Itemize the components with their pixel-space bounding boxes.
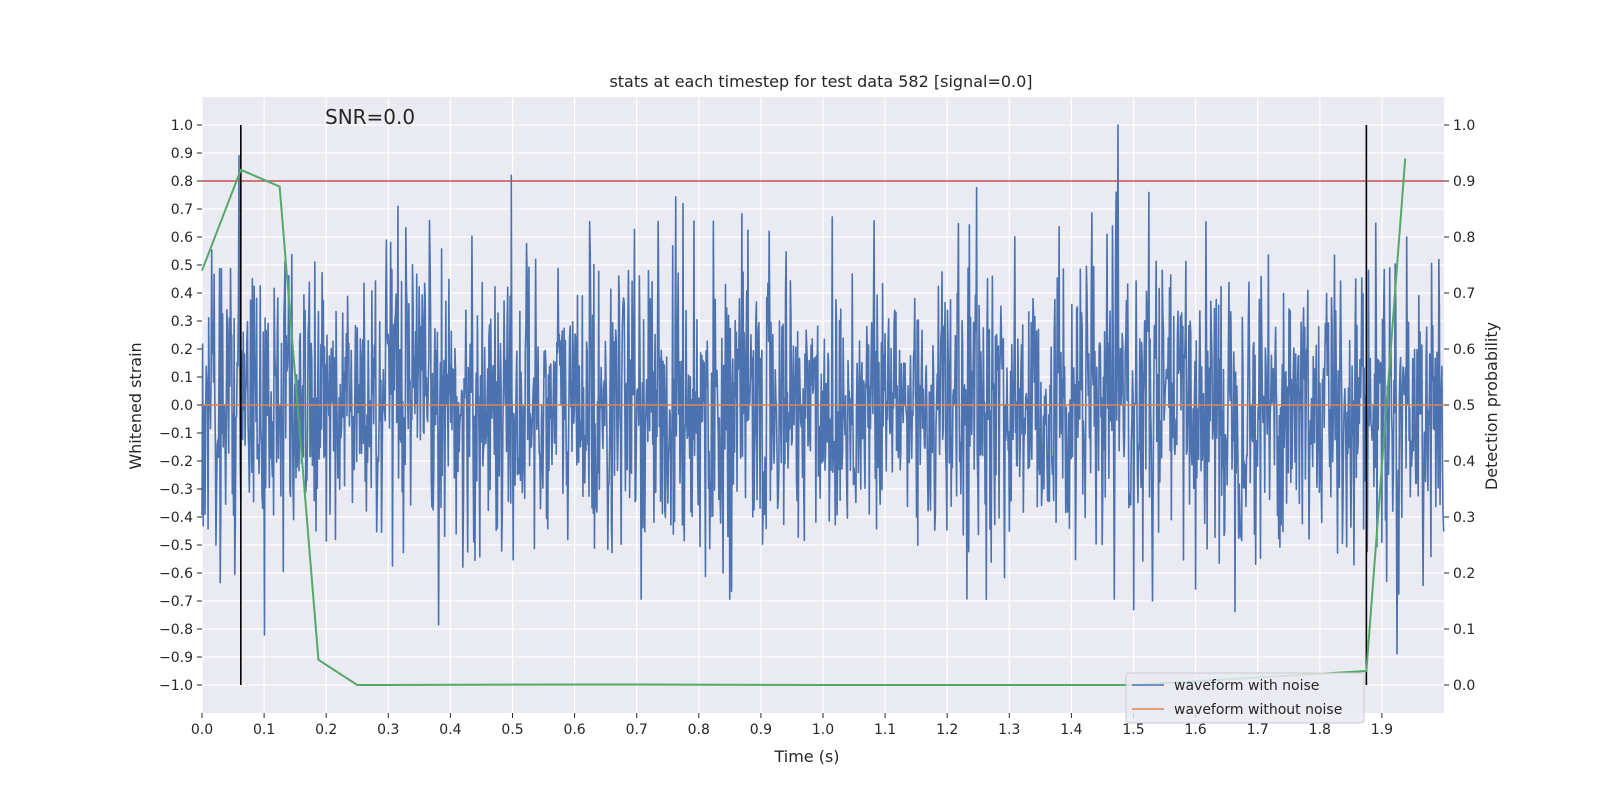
y2-tick-label: 0.5 — [1453, 398, 1475, 414]
y-tick-label: −0.6 — [159, 566, 193, 582]
y-tick-label: 0.7 — [171, 202, 193, 218]
x-tick-label: 1.5 — [1122, 722, 1144, 738]
x-tick-label: 0.5 — [501, 722, 523, 738]
y-tick-label: −0.5 — [159, 538, 193, 554]
y2-tick-label: 0.4 — [1453, 454, 1475, 470]
x-tick-label: 1.2 — [936, 722, 958, 738]
y-tick-label: −1.0 — [159, 678, 193, 694]
y2-tick-label: 0.9 — [1453, 174, 1475, 190]
x-tick-label: 1.3 — [998, 722, 1020, 738]
y-tick-label: 0.3 — [171, 314, 193, 330]
x-tick-label: 1.6 — [1184, 722, 1206, 738]
x-tick-label: 1.9 — [1371, 722, 1393, 738]
y-tick-label: 0.1 — [171, 370, 193, 386]
y-tick-label: −0.9 — [159, 650, 193, 666]
y-axis-label: Whitened strain — [126, 342, 145, 469]
x-tick-label: 0.6 — [563, 722, 585, 738]
y-tick-label: 0.0 — [171, 398, 193, 414]
y2-tick-label: 0.6 — [1453, 342, 1475, 358]
snr-annotation: SNR=0.0 — [325, 105, 415, 129]
legend-label-waveform-with-noise: waveform with noise — [1174, 678, 1319, 694]
chart-title: stats at each timestep for test data 582… — [609, 72, 1032, 91]
y2-tick-label: 1.0 — [1453, 118, 1475, 134]
y-tick-label: −0.3 — [159, 482, 193, 498]
y2-tick-label: 0.0 — [1453, 678, 1475, 694]
x-axis-label: Time (s) — [773, 747, 839, 766]
y-tick-label: 0.5 — [171, 258, 193, 274]
y-tick-label: −0.7 — [159, 594, 193, 610]
x-axis-ticks: 0.0 0.1 0.2 0.3 0.4 0.5 0.6 0.7 0.8 0.9 1.0 1.1 1.2 1… — [191, 713, 1393, 738]
y-axis-ticks: 1.0 0.9 0.8 0.7 0.6 0.5 0.4 0.3 0.2 0.1 0.0 −0.1 −0.… — [159, 118, 202, 694]
x-tick-label: 0.8 — [688, 722, 710, 738]
legend: waveform with noise waveform without noi… — [1125, 672, 1365, 724]
y2-tick-label: 0.3 — [1453, 510, 1475, 526]
x-tick-label: 0.2 — [315, 722, 337, 738]
y-tick-label: 1.0 — [171, 118, 193, 134]
y-tick-label: 0.2 — [171, 342, 193, 358]
y-tick-label: 0.8 — [171, 174, 193, 190]
x-tick-label: 0.3 — [377, 722, 399, 738]
series-waveform-with-noise — [201, 124, 1445, 655]
y-tick-label: −0.1 — [159, 426, 193, 442]
legend-label-waveform-without-noise: waveform without noise — [1174, 702, 1342, 718]
x-tick-label: 1.1 — [874, 722, 896, 738]
x-tick-label: 1.4 — [1060, 722, 1082, 738]
x-tick-label: 0.9 — [750, 722, 772, 738]
x-tick-label: 1.0 — [812, 722, 834, 738]
y-tick-label: −0.8 — [159, 622, 193, 638]
y-tick-label: 0.6 — [171, 230, 193, 246]
y-tick-label: −0.2 — [159, 454, 193, 470]
x-tick-label: 0.7 — [626, 722, 648, 738]
x-tick-label: 1.7 — [1247, 722, 1269, 738]
y-tick-label: −0.4 — [159, 510, 193, 526]
x-tick-label: 0.4 — [439, 722, 461, 738]
y2-axis-label: Detection probability — [1482, 322, 1501, 490]
y2-tick-label: 0.8 — [1453, 230, 1475, 246]
y2-tick-label: 0.7 — [1453, 286, 1475, 302]
y-tick-label: 0.4 — [171, 286, 193, 302]
y2-tick-label: 0.2 — [1453, 566, 1475, 582]
x-tick-label: 0.0 — [191, 722, 213, 738]
y2-axis-ticks: 1.0 0.9 0.8 0.7 0.6 0.5 0.4 0.3 0.2 0.1 0.0 — [1444, 118, 1475, 694]
series-layer — [201, 124, 1445, 686]
x-tick-label: 1.8 — [1309, 722, 1331, 738]
x-tick-label: 0.1 — [253, 722, 275, 738]
y2-tick-label: 0.1 — [1453, 622, 1475, 638]
y-tick-label: 0.9 — [171, 146, 193, 162]
